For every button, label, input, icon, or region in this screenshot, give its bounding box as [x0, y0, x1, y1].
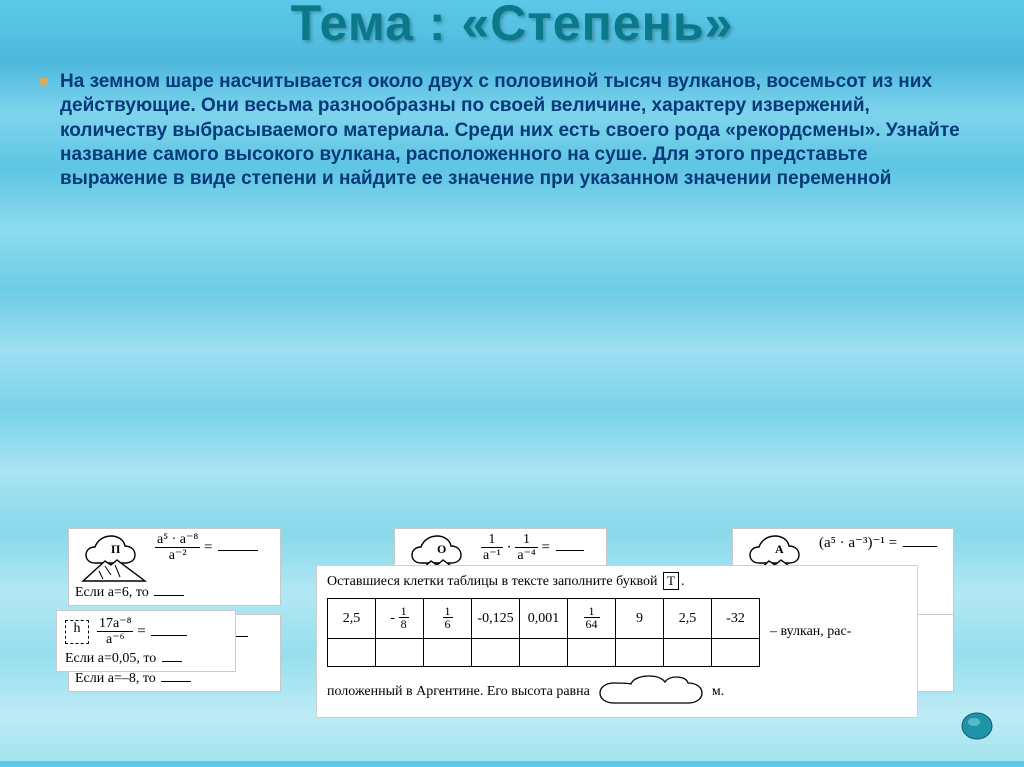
nav-next-button[interactable]: [960, 709, 994, 743]
paragraph-text: На земном шаре насчитывается около двух …: [60, 71, 960, 189]
slide-title: Тема : «Степень»: [0, 0, 1024, 52]
table-cell-empty: [472, 639, 520, 667]
card-condition: Если а=6, то: [69, 585, 280, 605]
h-letter-box: h: [65, 620, 89, 644]
card-formula: 1a⁻¹ · 1a⁻⁴ =: [481, 533, 584, 563]
table-cell-empty: [712, 639, 760, 667]
table-cell-empty: [424, 639, 472, 667]
table-cell-empty: [616, 639, 664, 667]
table-cell: 16: [424, 599, 472, 639]
table-cell: 2,5: [328, 599, 376, 639]
card-condition: Если а=–8, то: [69, 671, 280, 691]
card-letter: О: [437, 542, 446, 556]
card-P: П a⁵ · a⁻⁸a⁻² = Если а=6, то: [68, 528, 281, 606]
card-letter: А: [775, 542, 784, 556]
cloud-blank-icon: [596, 675, 706, 709]
table-cell-empty: [664, 639, 712, 667]
h-condition: Если а=0,05, то: [65, 647, 227, 667]
answer-table-box: Оставшиеся клетки таблицы в тексте запол…: [316, 565, 918, 718]
h-box: h 17a⁻⁸a⁻⁶ = Если а=0,05, то: [56, 610, 236, 672]
answer-table: 2,5- 1816-0,1250,00116492,5-32: [327, 598, 760, 667]
card-letter: П: [111, 542, 121, 556]
table-cell: 164: [568, 599, 616, 639]
table-cell: 0,001: [520, 599, 568, 639]
bullet-icon: [40, 78, 48, 86]
table-cell: 9: [616, 599, 664, 639]
h-formula: 17a⁻⁸a⁻⁶ =: [97, 617, 187, 647]
table-side-label: – вулкан, рас-: [770, 624, 859, 640]
table-row-values: 2,5- 1816-0,1250,00116492,5-32: [328, 599, 760, 639]
letter-T-box: Т: [663, 572, 679, 590]
table-cell-empty: [568, 639, 616, 667]
card-formula: a⁵ · a⁻⁸a⁻² =: [155, 533, 258, 563]
table-cell-empty: [376, 639, 424, 667]
table-caption: Оставшиеся клетки таблицы в тексте запол…: [317, 566, 917, 592]
table-bottom-caption: положенный в Аргентине. Его высота равна…: [317, 671, 917, 717]
table-row-empty: [328, 639, 760, 667]
table-cell: -0,125: [472, 599, 520, 639]
table-cell: - 18: [376, 599, 424, 639]
table-cell: 2,5: [664, 599, 712, 639]
card-formula: (a⁵ · a⁻³)⁻¹ =: [819, 533, 937, 552]
body-paragraph: На земном шаре насчитывается около двух …: [60, 70, 976, 192]
table-cell-empty: [520, 639, 568, 667]
table-cell-empty: [328, 639, 376, 667]
volcano-icon: П: [75, 533, 153, 583]
table-cell: -32: [712, 599, 760, 639]
